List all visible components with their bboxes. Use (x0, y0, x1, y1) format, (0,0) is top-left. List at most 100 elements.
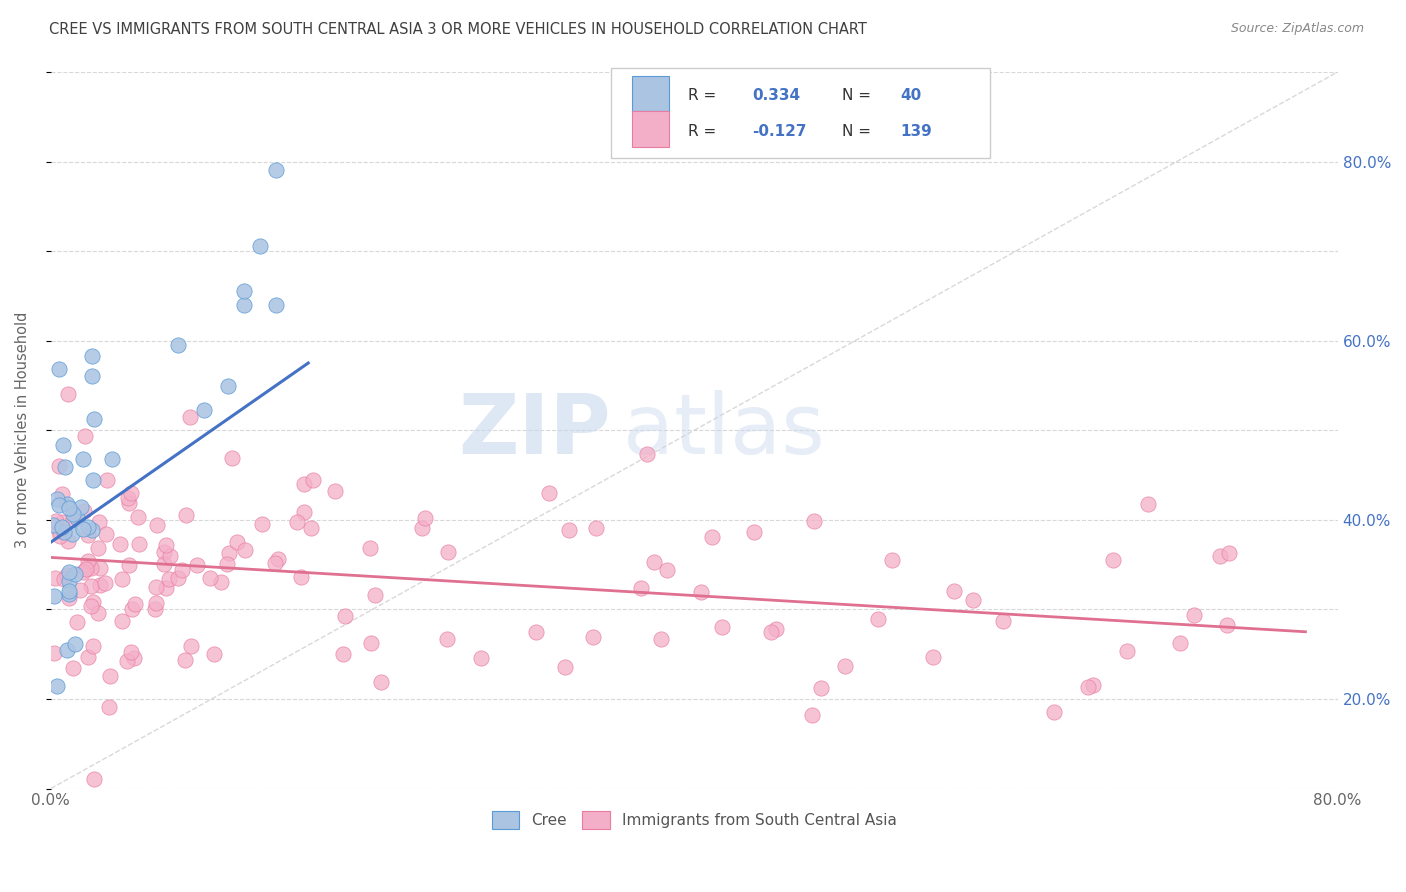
Point (1102, 553, 1125, 567)
Point (301, 474, 323, 488)
Text: atlas: atlas (623, 390, 825, 471)
Point (49, 529, 72, 543)
Point (267, 552, 290, 566)
Point (186, 558, 208, 573)
Point (209, 575, 232, 590)
Point (120, 486, 142, 500)
Point (77, 528, 100, 542)
Point (46, 491, 69, 506)
Point (942, 584, 965, 599)
Point (58, 587, 80, 601)
Point (554, 659, 576, 673)
Point (145, 581, 167, 595)
Point (96, 473, 118, 487)
Point (52, 438, 75, 452)
Point (558, 523, 581, 537)
Point (58, 574, 80, 588)
Point (323, 483, 346, 498)
Point (80, 524, 103, 538)
Point (97, 699, 120, 714)
Point (332, 647, 354, 661)
Point (82, 639, 104, 653)
Point (83, 772, 105, 786)
Point (124, 597, 146, 611)
Point (1216, 617, 1239, 632)
Point (217, 557, 239, 571)
Point (56, 642, 79, 657)
Point (411, 520, 433, 534)
Point (179, 409, 201, 424)
Point (98, 669, 121, 683)
Point (75, 562, 97, 576)
Point (1218, 546, 1240, 560)
Text: ZIP: ZIP (458, 390, 610, 471)
Point (155, 581, 177, 595)
Point (761, 624, 783, 639)
Point (110, 537, 132, 551)
Point (122, 651, 145, 665)
Point (80, 579, 103, 593)
Point (218, 546, 240, 560)
Point (117, 495, 139, 509)
Point (87, 606, 110, 620)
Point (1081, 678, 1104, 692)
Text: 139: 139 (900, 124, 932, 139)
Point (299, 521, 322, 535)
Point (702, 530, 724, 544)
Point (48, 498, 70, 512)
Point (1043, 705, 1066, 719)
Point (962, 592, 984, 607)
Point (100, 452, 122, 467)
Point (56, 497, 79, 511)
Point (60, 526, 83, 541)
Point (42, 589, 65, 603)
Point (89, 515, 111, 529)
Point (413, 510, 436, 524)
Point (360, 636, 382, 650)
Point (225, 534, 247, 549)
Point (75, 562, 97, 576)
Point (145, 596, 167, 610)
Point (174, 508, 197, 522)
Point (153, 558, 176, 572)
Point (82, 595, 104, 609)
Point (249, 239, 271, 253)
Point (72, 452, 94, 467)
Point (364, 588, 387, 602)
Point (146, 517, 169, 532)
Point (96, 526, 118, 541)
Point (48, 458, 70, 473)
Point (127, 509, 149, 524)
Point (45, 514, 67, 528)
Point (55, 567, 77, 582)
FancyBboxPatch shape (610, 69, 990, 158)
Point (221, 450, 243, 465)
Point (157, 572, 180, 586)
Point (810, 681, 832, 695)
Point (77, 520, 100, 534)
Text: N =: N = (842, 124, 872, 139)
Text: CREE VS IMMIGRANTS FROM SOUTH CENTRAL ASIA 3 OR MORE VEHICLES IN HOUSEHOLD CORRE: CREE VS IMMIGRANTS FROM SOUTH CENTRAL AS… (49, 22, 868, 37)
Point (202, 647, 225, 661)
Point (711, 620, 734, 634)
Point (803, 515, 825, 529)
Point (62, 511, 84, 525)
Point (70, 500, 93, 514)
Point (174, 653, 197, 667)
Point (650, 632, 672, 646)
Point (170, 563, 193, 577)
Y-axis label: 3 or more Vehicles in Household: 3 or more Vehicles in Household (15, 312, 30, 549)
Point (1168, 636, 1191, 650)
Point (51, 487, 73, 501)
Text: 40: 40 (900, 88, 921, 103)
Point (69, 583, 91, 598)
Point (56, 534, 79, 549)
Point (94, 576, 117, 591)
Point (58, 584, 80, 599)
Point (630, 582, 652, 596)
Point (62, 661, 84, 675)
Legend: Cree, Immigrants from South Central Asia: Cree, Immigrants from South Central Asia (485, 805, 903, 835)
Point (292, 506, 315, 520)
Point (46, 679, 69, 693)
Point (51, 515, 73, 529)
